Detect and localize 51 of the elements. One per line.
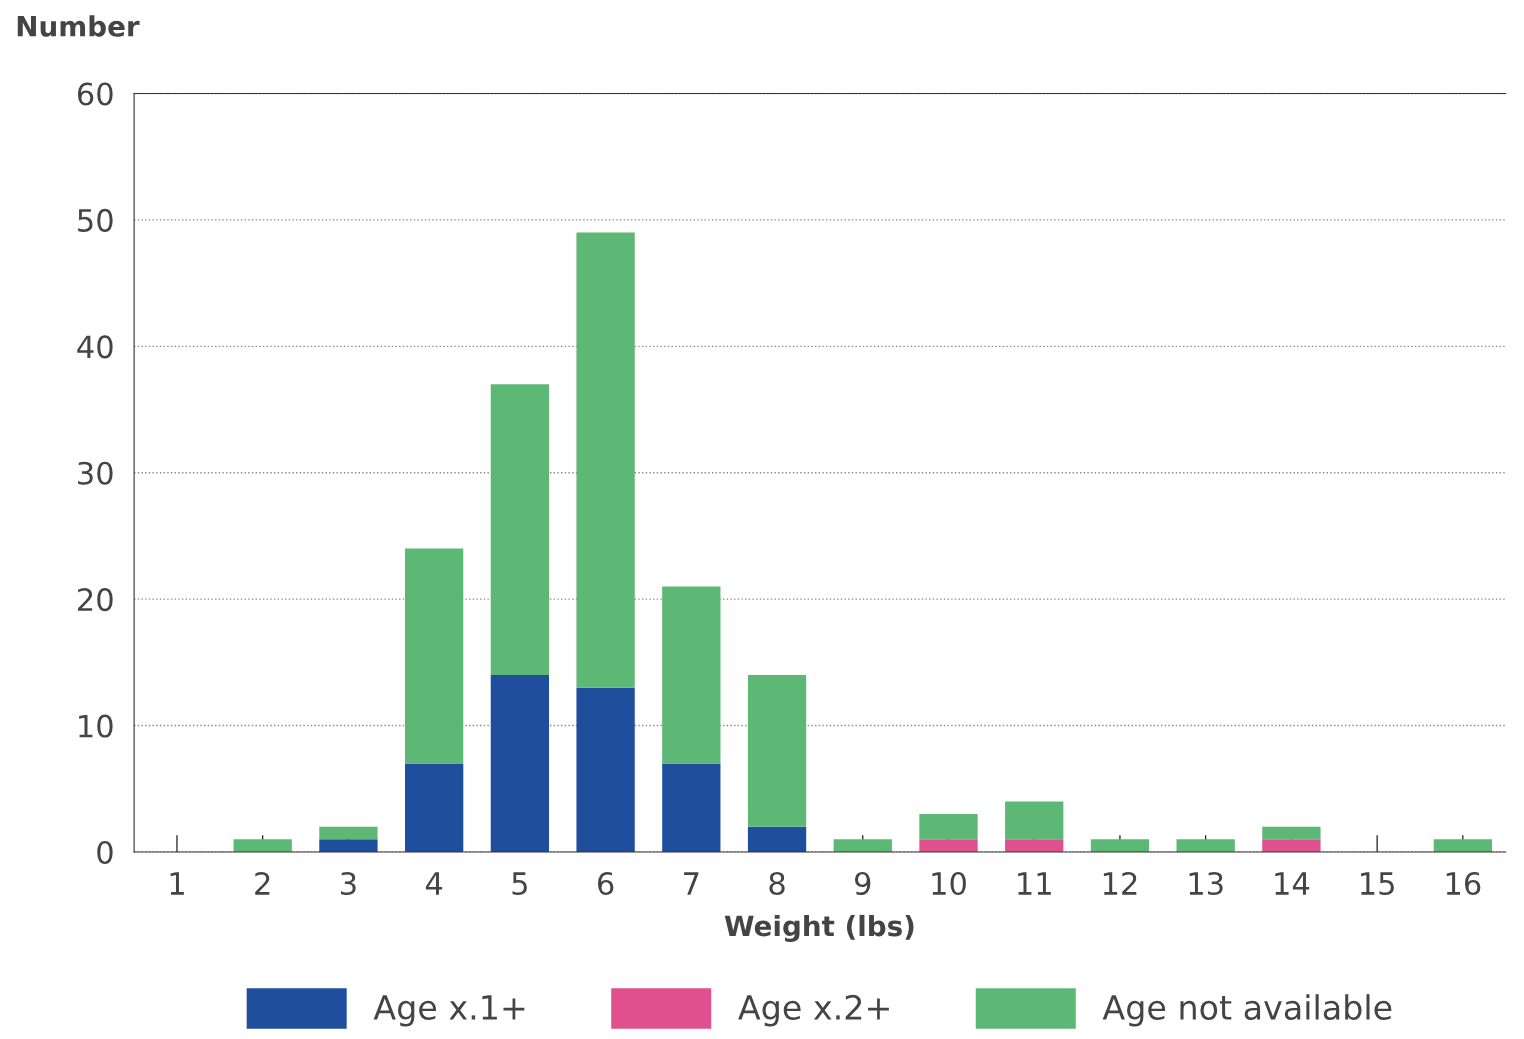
x-tick-label: 13 [1189,871,1223,896]
bar [919,814,978,840]
x-axis-title: Weight (lbs) [724,914,914,942]
y-tick-label: 10 [79,714,113,738]
y-tick-label: 50 [78,208,113,232]
x-tick-label: 3 [341,871,356,896]
x-tick-label: 9 [854,871,871,896]
legend-label: Age x.2+ [738,994,889,1027]
x-tick-label: 6 [598,871,614,896]
y-tick-label: 30 [78,461,113,485]
y-tick-label: 20 [78,588,113,612]
x-tick-label: 4 [425,872,443,895]
bar [919,839,978,852]
x-tick-label: 11 [1018,872,1051,895]
bar [833,839,892,852]
bar [1262,839,1321,852]
x-tick-label: 2 [255,871,270,895]
y-tick-label: 40 [77,335,113,359]
x-tick-label: 14 [1275,872,1310,895]
bar [576,232,635,688]
bar [1176,839,1235,852]
x-tick-label: 8 [769,871,785,896]
x-tick-label: 15 [1361,872,1394,896]
bar [1005,839,1064,852]
y-tick-label: 0 [97,840,113,865]
x-tick-label: 5 [512,872,527,896]
y-axis-title: Number [17,15,140,37]
bar [747,826,807,852]
bar [405,763,464,852]
bar [662,763,721,852]
x-tick-label: 10 [932,871,966,896]
bar [1262,826,1321,840]
bar [1090,839,1150,852]
bar [490,675,550,852]
x-tick-label: 1 [170,872,184,895]
bar [319,839,378,852]
x-tick-label: 16 [1446,871,1481,896]
bar [405,548,464,764]
bar [1005,801,1064,840]
bar [1433,839,1492,852]
bar [319,826,378,840]
bar [747,675,807,827]
legend-label: Age not available [1102,994,1392,1027]
y-tick-label: 60 [77,82,113,106]
x-tick-label: 12 [1103,871,1137,895]
bar [490,384,550,675]
legend-label: Age x.1+ [373,995,525,1027]
bar [233,839,292,852]
bar [662,586,721,764]
bar [576,687,635,852]
x-tick-label: 7 [684,872,699,895]
